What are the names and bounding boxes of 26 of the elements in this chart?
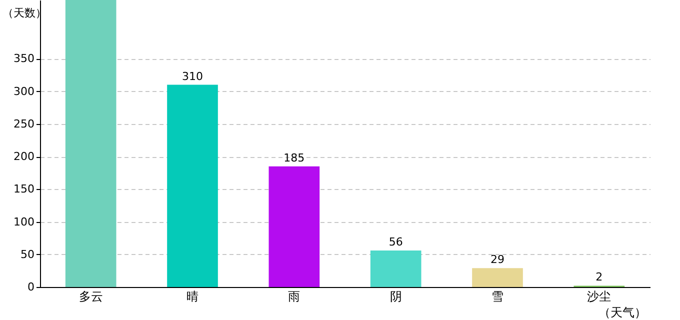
x-tick-label: 雨 (288, 290, 300, 304)
x-tick-label: 晴 (186, 290, 198, 304)
bar (167, 84, 218, 287)
data-label: 2 (596, 270, 603, 284)
bar (268, 166, 320, 287)
data-label: 56 (388, 235, 403, 248)
data-label: 29 (490, 253, 504, 266)
bar (65, 0, 116, 287)
y-tick-label: 300 (14, 84, 34, 98)
y-axis-title: （天数） (2, 6, 46, 20)
x-tick-label: 沙尘 (587, 290, 612, 304)
x-tick-label: 多云 (78, 290, 103, 304)
y-tick-label: 0 (28, 280, 34, 294)
bar (472, 268, 523, 287)
y-tick-label: 50 (20, 248, 34, 261)
data-label: 185 (284, 151, 305, 164)
bar (370, 250, 422, 287)
x-axis-title: （天气） (598, 306, 646, 320)
y-tick-label: 150 (14, 182, 34, 196)
x-tick-label: 雪 (492, 290, 504, 304)
y-tick-label: 100 (14, 215, 34, 228)
data-label: 310 (182, 70, 203, 83)
y-tick-label: 200 (14, 150, 34, 164)
y-tick-label: 350 (14, 52, 34, 66)
x-tick-label: 阴 (390, 290, 402, 304)
y-tick-label: 250 (14, 117, 34, 130)
